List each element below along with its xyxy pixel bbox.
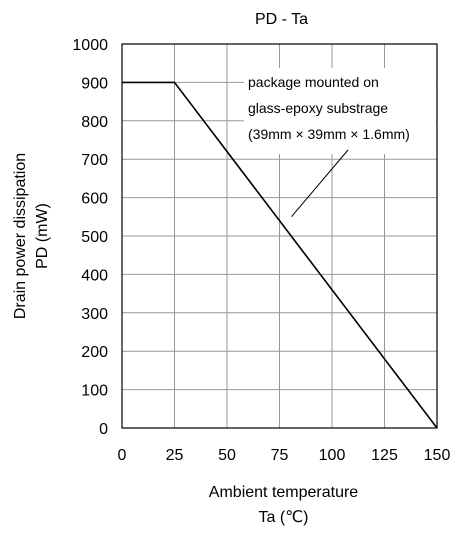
y-tick-label: 900 (81, 75, 108, 92)
annotation-line-2: glass-epoxy substrage (248, 100, 388, 116)
y-tick-labels: 0 100 200 300 400 500 600 700 800 900 1000 (72, 37, 108, 438)
y-tick-label: 800 (81, 114, 108, 131)
y-tick-label: 700 (81, 152, 108, 169)
pd-curve (122, 81, 438, 429)
annotation-background (244, 68, 436, 154)
x-tick-label: 0 (118, 447, 127, 464)
x-tick-label: 150 (424, 447, 451, 464)
y-tick-label: 600 (81, 191, 108, 208)
plot-frame (121, 43, 438, 429)
x-tick-label: 75 (271, 447, 289, 464)
y-tick-label: 500 (81, 229, 108, 246)
x-tick-labels: 0 25 50 75 100 125 150 (118, 447, 451, 464)
y-axis-label-line-2: PD (mW) (34, 203, 51, 269)
chart-title: PD - Ta (255, 11, 308, 28)
y-tick-label: 300 (81, 306, 108, 323)
x-axis-label-line-2: Ta (℃) (259, 509, 309, 526)
x-tick-label: 25 (166, 447, 184, 464)
x-tick-label: 125 (371, 447, 398, 464)
y-axis-label-line-1: Drain power dissipation (12, 153, 29, 319)
x-axis-label-line-1: Ambient temperature (209, 484, 359, 501)
x-tick-label: 50 (218, 447, 236, 464)
y-tick-label: 100 (81, 383, 108, 400)
y-tick-label: 200 (81, 344, 108, 361)
x-tick-label: 100 (319, 447, 346, 464)
annotation-line-1: package mounted on (248, 74, 379, 90)
y-tick-label: 0 (99, 421, 108, 438)
y-tick-label: 400 (81, 267, 108, 284)
annotation-leader-line (291, 149, 349, 217)
y-tick-label: 1000 (72, 37, 108, 54)
series-layer (122, 81, 438, 429)
annotation-line-3: (39mm × 39mm × 1.6mm) (248, 126, 410, 142)
